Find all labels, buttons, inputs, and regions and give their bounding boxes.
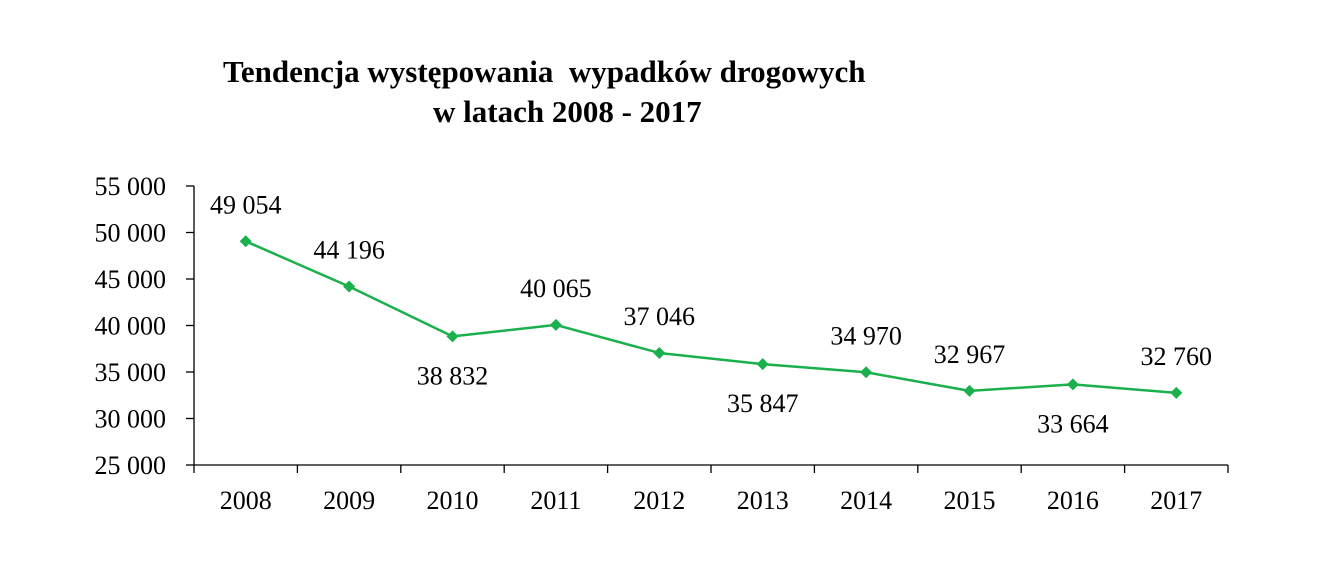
data-label: 49 054 [210, 190, 282, 219]
data-label: 33 664 [1037, 409, 1109, 438]
x-tick-label: 2016 [1047, 486, 1099, 515]
x-tick-label: 2017 [1150, 486, 1202, 515]
series-line [245, 240, 1177, 395]
data-label: 40 065 [520, 274, 592, 303]
data-label: 34 970 [830, 321, 902, 350]
data-point-marker [1170, 386, 1183, 399]
y-tick-label: 30 000 [95, 405, 167, 434]
data-point-marker [343, 280, 356, 293]
data-point-marker [446, 330, 459, 343]
data-point-marker [963, 384, 976, 397]
y-tick-label: 55 000 [95, 172, 167, 201]
x-tick-label: 2010 [427, 486, 479, 515]
data-label: 44 196 [313, 235, 385, 264]
data-point-marker [239, 235, 252, 248]
x-tick-label: 2008 [220, 486, 272, 515]
x-tick-label: 2012 [633, 486, 685, 515]
data-label: 35 847 [727, 389, 799, 418]
data-point-marker [653, 346, 666, 359]
data-label: 32 967 [934, 340, 1006, 369]
x-tick-label: 2009 [323, 486, 375, 515]
y-tick-label: 50 000 [95, 219, 167, 248]
x-tick-label: 2015 [944, 486, 996, 515]
data-point-marker [549, 318, 562, 331]
chart-title: Tendencja występowania wypadków drogowyc… [0, 52, 1160, 172]
y-tick-label: 35 000 [95, 358, 167, 387]
y-tick-label: 25 000 [95, 451, 167, 480]
x-tick-label: 2014 [840, 486, 892, 515]
chart-title-line-1: Tendencja występowania wypadków drogowyc… [223, 54, 866, 89]
chart-title-line-2: w latach 2008 - 2017 [433, 94, 702, 129]
y-tick-label: 45 000 [95, 265, 167, 294]
y-tick-label: 40 000 [95, 312, 167, 341]
data-label: 38 832 [417, 361, 489, 390]
x-tick-label: 2013 [737, 486, 789, 515]
data-point-marker [1066, 378, 1079, 391]
data-point-marker [756, 358, 769, 371]
data-label: 32 760 [1141, 342, 1213, 371]
data-point-marker [860, 366, 873, 379]
data-label: 37 046 [624, 302, 696, 331]
x-tick-label: 2011 [530, 486, 581, 515]
